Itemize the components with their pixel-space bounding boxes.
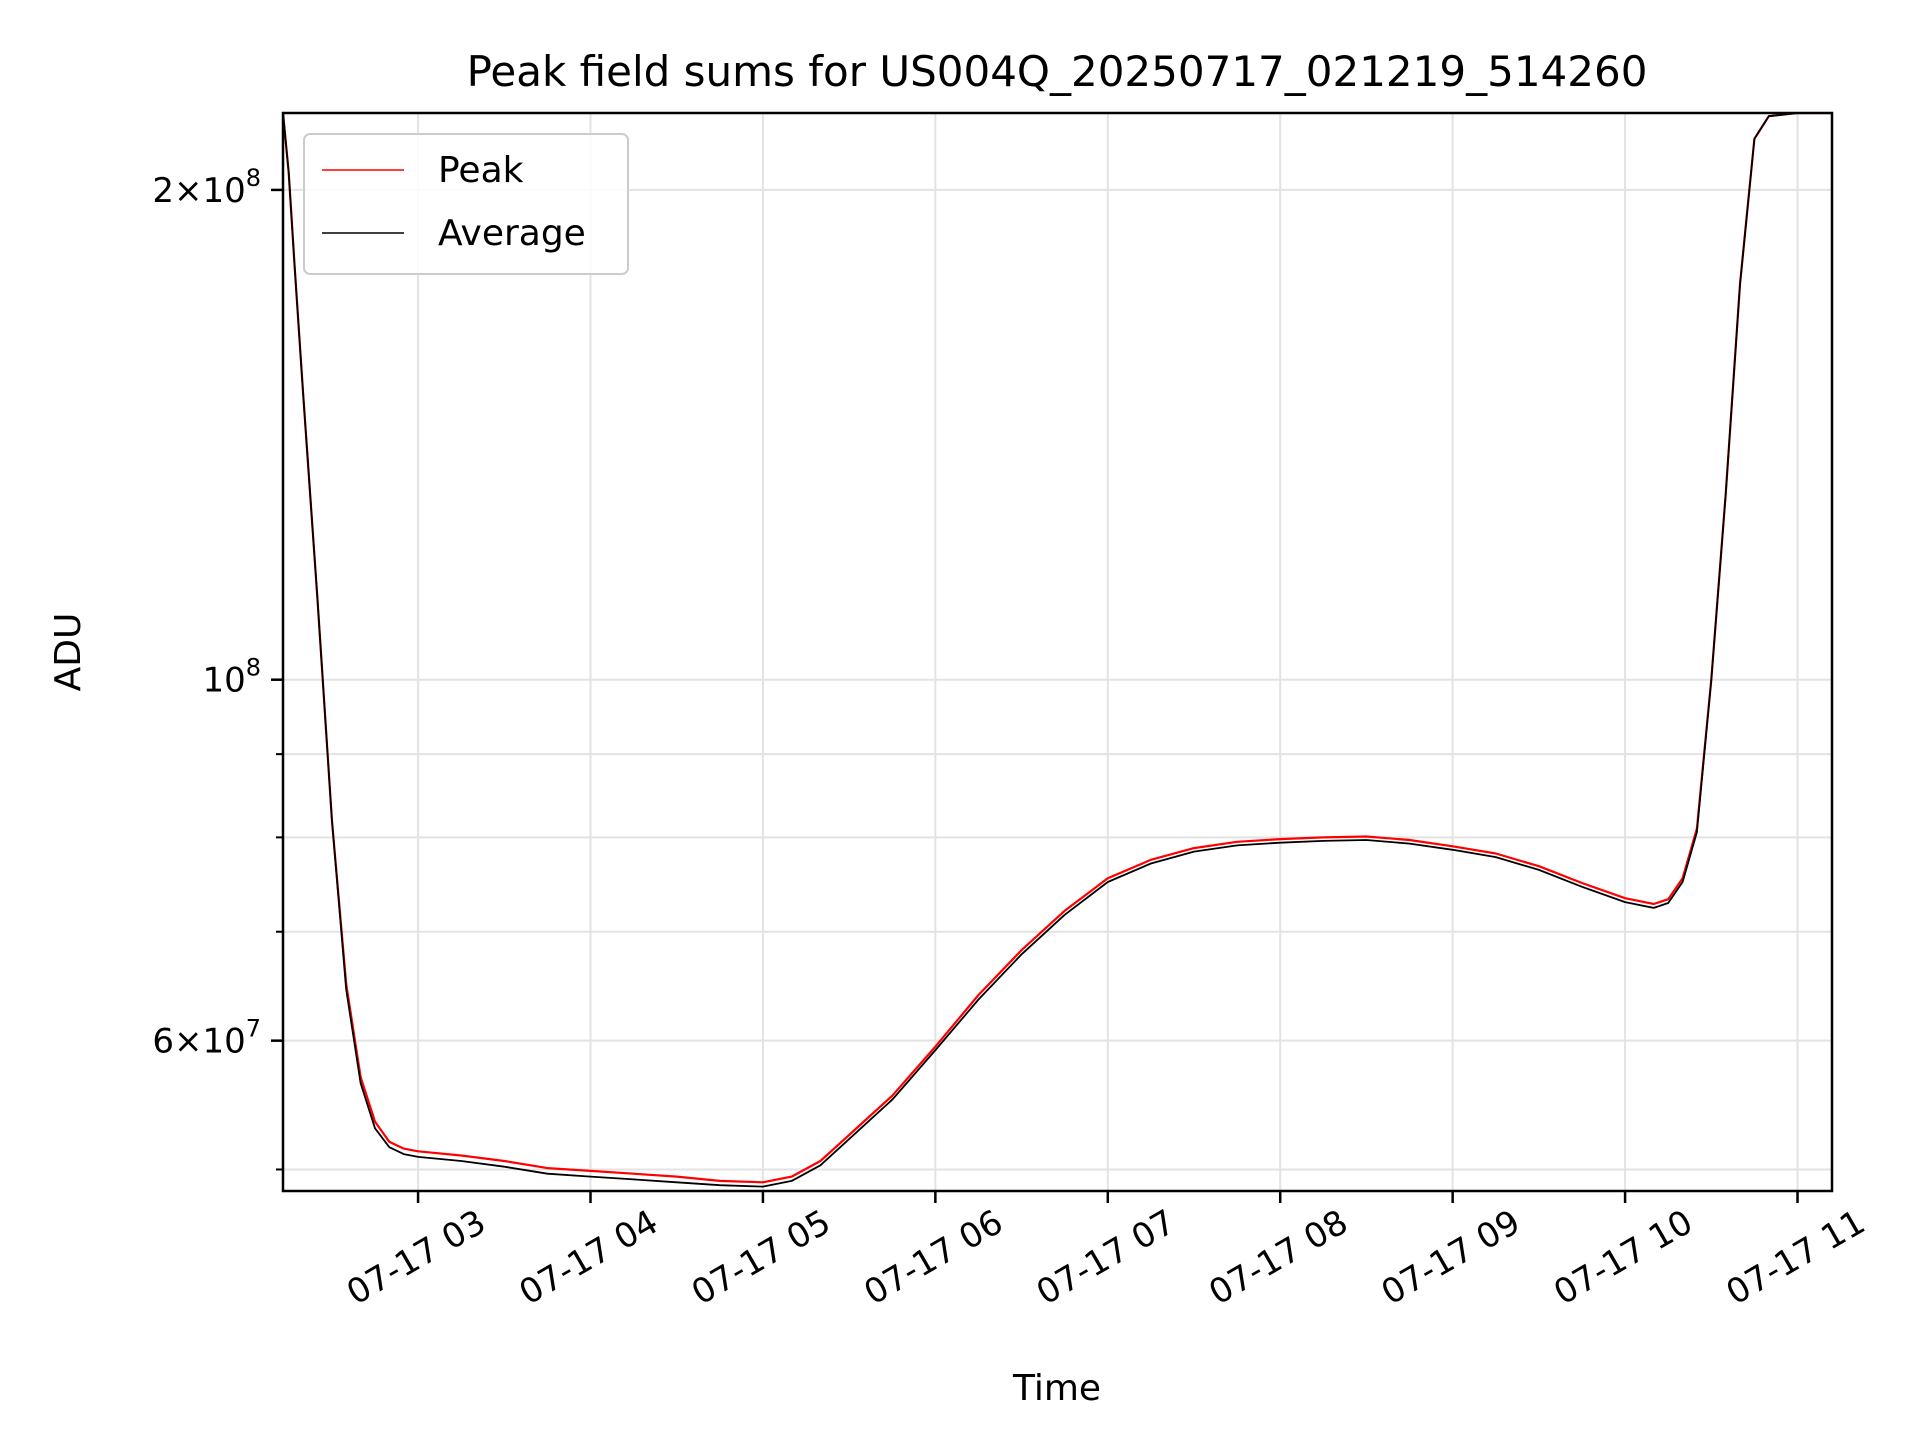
series-line-average	[283, 113, 1832, 1188]
x-tick-label: 07-17 08	[1202, 1202, 1354, 1313]
y-tick-label: 2×108	[152, 164, 261, 211]
x-tick-label: 07-17 07	[1030, 1202, 1182, 1313]
legend-label-peak: Peak	[438, 150, 524, 191]
chart-title: Peak field sums for US004Q_20250717_0212…	[467, 47, 1648, 96]
x-tick-label: 07-17 03	[340, 1202, 492, 1313]
y-axis-label: ADU	[48, 613, 89, 692]
legend: Peak Average	[303, 133, 629, 275]
y-tick-base: 10	[202, 171, 245, 211]
y-tick-exponent: 8	[246, 654, 261, 682]
x-tick-label: 07-17 04	[513, 1202, 665, 1313]
y-tick-exponent: 7	[246, 1015, 261, 1043]
y-tick-exponent: 8	[246, 164, 261, 192]
y-tick-label: 108	[202, 654, 261, 701]
x-tick-label: 07-17 06	[857, 1202, 1009, 1313]
x-tick-label: 07-17 05	[685, 1202, 837, 1313]
x-axis-label: Time	[1012, 1368, 1101, 1409]
y-tick-mantissa: 6	[152, 1022, 174, 1062]
y-tick-mantissa: 2	[152, 171, 174, 211]
x-tick-label: 07-17 10	[1547, 1202, 1699, 1313]
y-tick-times: ×	[174, 1022, 203, 1062]
y-tick-base: 10	[202, 1022, 245, 1062]
legend-label-average: Average	[438, 213, 586, 254]
x-axis: 07-17 03 07-17 04 07-17 05 07-17 06 07-17 07…	[340, 1191, 1872, 1313]
grid	[283, 113, 1832, 1191]
legend-box	[303, 133, 629, 275]
y-tick-label: 6×107	[152, 1015, 261, 1062]
y-tick-base: 10	[202, 661, 245, 701]
series-line-peak	[283, 113, 1832, 1184]
plot-frame	[281, 111, 1834, 1193]
series-layer	[283, 113, 1832, 1188]
x-tick-label: 07-17 11	[1720, 1202, 1872, 1313]
x-tick-label: 07-17 09	[1375, 1202, 1527, 1313]
y-tick-times: ×	[174, 171, 203, 211]
